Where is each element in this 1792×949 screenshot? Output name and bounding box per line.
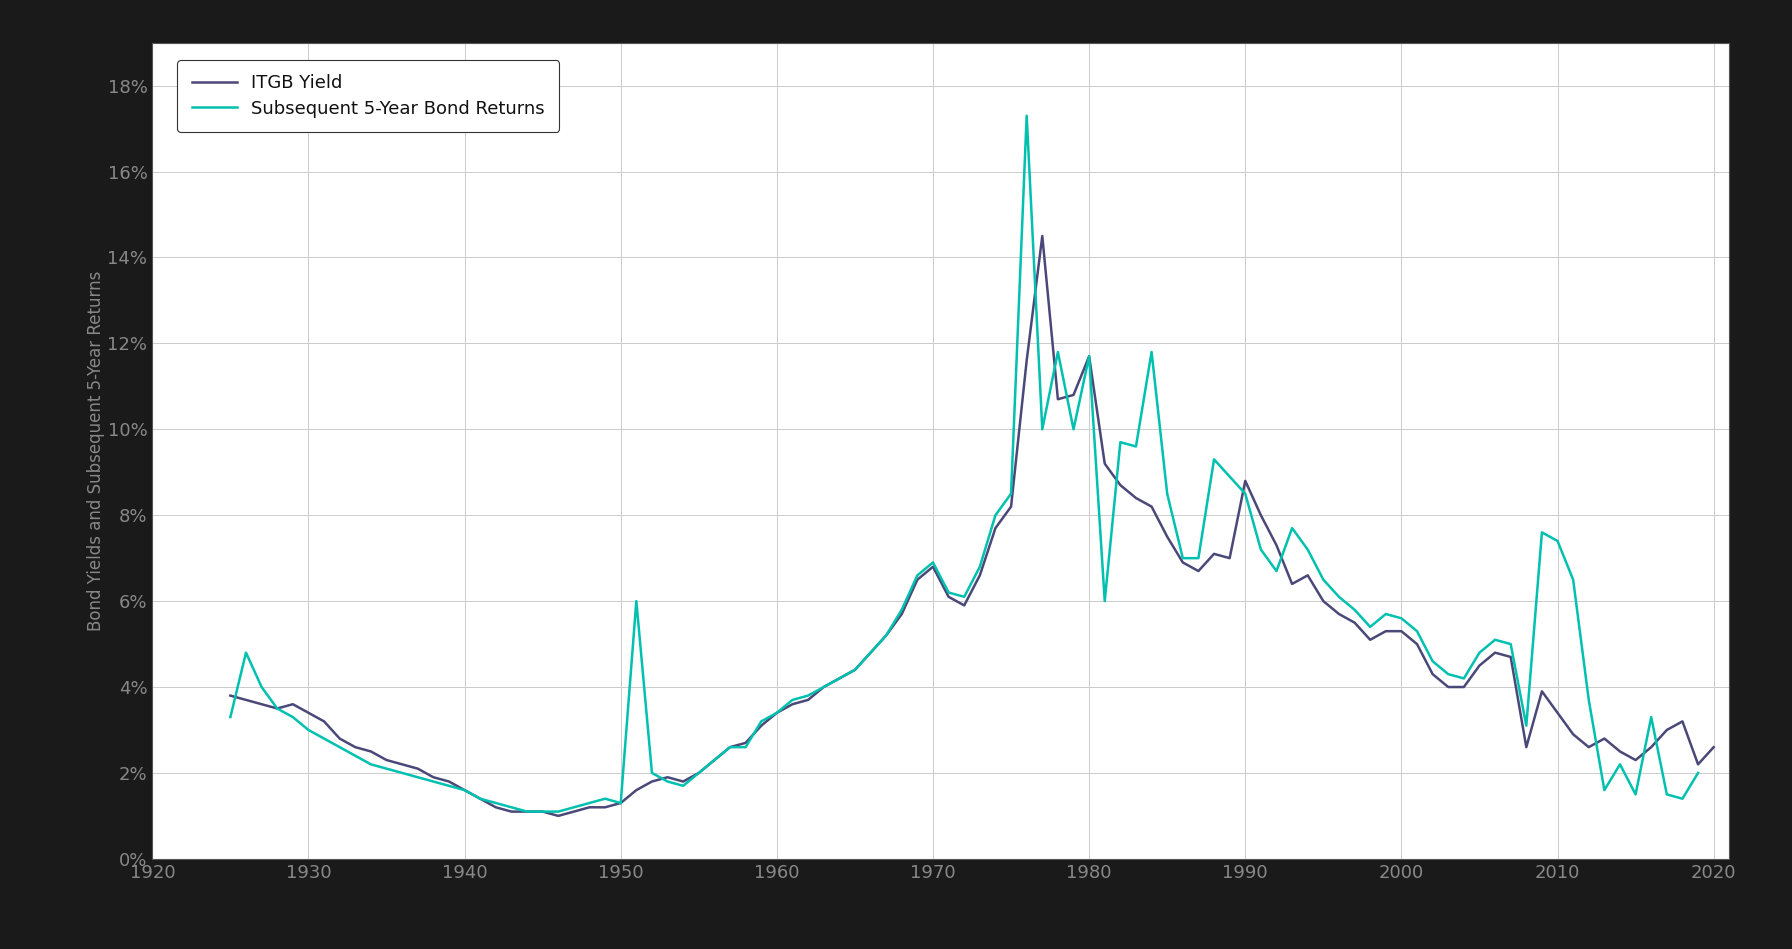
Y-axis label: Bond Yields and Subsequent 5-Year Returns: Bond Yields and Subsequent 5-Year Return…	[88, 270, 106, 631]
ITGB Yield	[1609, 746, 1631, 757]
Subsequent 5-Year Bond Returns	[1016, 110, 1038, 121]
ITGB Yield	[984, 522, 1005, 533]
ITGB Yield	[1047, 394, 1068, 405]
Subsequent 5-Year Bond Returns	[1328, 591, 1349, 603]
ITGB Yield	[548, 810, 570, 822]
Subsequent 5-Year Bond Returns	[1688, 767, 1710, 778]
Subsequent 5-Year Bond Returns	[281, 712, 303, 723]
ITGB Yield	[220, 690, 242, 701]
Subsequent 5-Year Bond Returns	[1344, 604, 1366, 615]
Legend: ITGB Yield, Subsequent 5-Year Bond Returns: ITGB Yield, Subsequent 5-Year Bond Retur…	[177, 60, 559, 132]
Subsequent 5-Year Bond Returns	[486, 797, 507, 809]
Subsequent 5-Year Bond Returns	[1281, 522, 1303, 533]
ITGB Yield	[423, 772, 444, 783]
Subsequent 5-Year Bond Returns	[1251, 544, 1272, 555]
Line: Subsequent 5-Year Bond Returns: Subsequent 5-Year Bond Returns	[231, 116, 1699, 811]
Subsequent 5-Year Bond Returns	[516, 806, 538, 817]
Subsequent 5-Year Bond Returns	[220, 712, 242, 723]
ITGB Yield	[658, 772, 679, 783]
Line: ITGB Yield: ITGB Yield	[231, 236, 1713, 816]
ITGB Yield	[1032, 231, 1054, 242]
ITGB Yield	[1702, 741, 1724, 753]
ITGB Yield	[876, 630, 898, 642]
